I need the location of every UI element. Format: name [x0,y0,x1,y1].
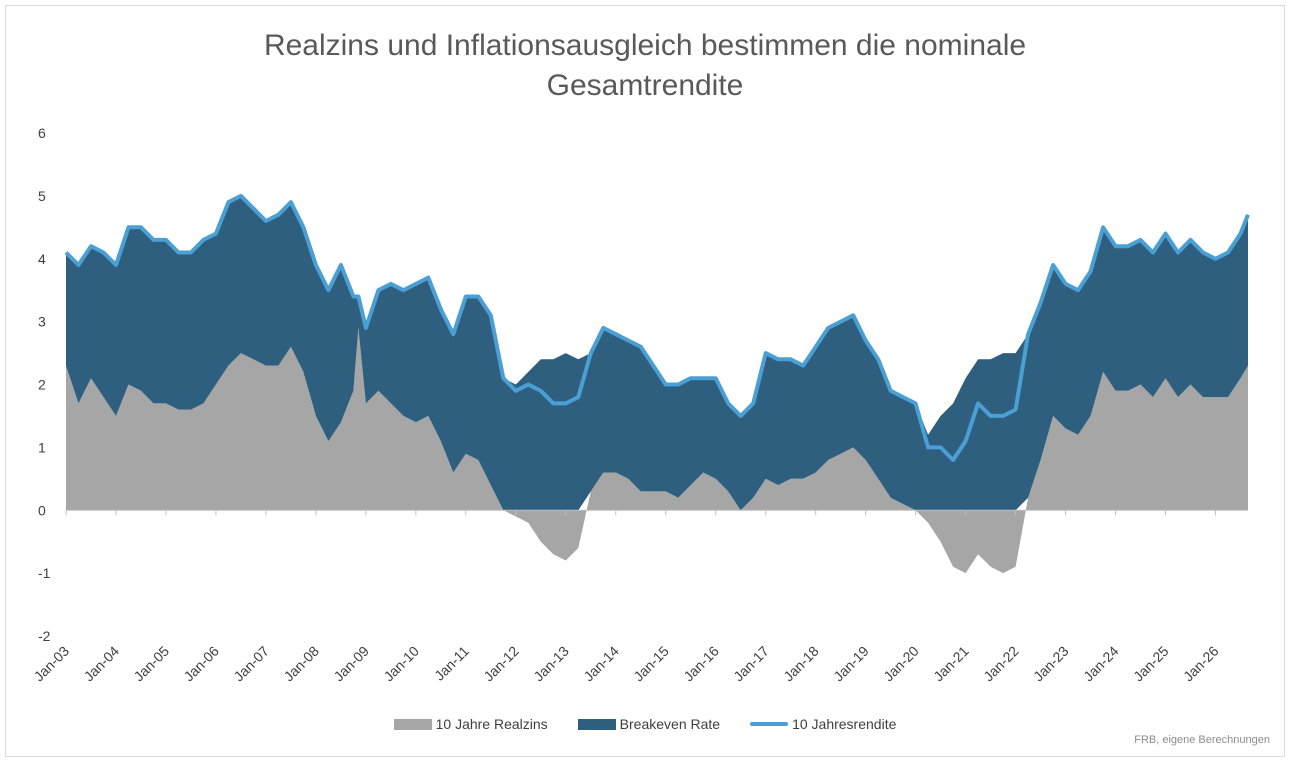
x-tick-label: Jan-16 [680,643,722,685]
x-tick-label: Jan-26 [1180,643,1222,685]
y-tick-label: 4 [38,251,46,267]
chart-title: Realzins und Inflationsausgleich bestimm… [0,26,1290,106]
x-tick-label: Jan-19 [830,643,872,685]
x-tick-label: Jan-13 [530,643,572,685]
x-tick-label: Jan-25 [1130,643,1172,685]
legend-label-realzins: 10 Jahre Realzins [435,716,548,732]
legend-swatch-realzins [393,718,432,730]
legend-item-rendite: 10 Jahresrendite [750,716,896,732]
x-tick-label: Jan-17 [730,643,772,685]
legend: 10 Jahre Realzins Breakeven Rate 10 Jahr… [0,716,1290,732]
chart-title-line-2: Gesamtrendite [546,69,744,102]
x-tick-label: Jan-14 [580,643,622,685]
x-tick-label: Jan-20 [880,643,922,685]
legend-swatch-rendite [750,722,789,726]
y-axis-ticks: -2 -1 0 1 2 3 4 5 6 [38,125,51,644]
x-tick-label: Jan-23 [1030,643,1072,685]
series-line-10-jahresrendite [64,193,1250,462]
x-tick-label: Jan-10 [380,643,422,685]
legend-swatch-breakeven [577,718,616,730]
legend-item-realzins: 10 Jahre Realzins [393,716,548,732]
y-tick-label: 2 [38,377,46,393]
x-axis: Jan-03 Jan-04 Jan-05 Jan-06 Jan-07 Jan-08 Jan-… [31,509,1248,685]
x-tick-label: Jan-12 [480,643,522,685]
y-tick-label: 3 [38,314,46,330]
y-tick-label: 0 [38,502,46,518]
x-tick-label: Jan-15 [630,643,672,685]
y-tick-label: -2 [38,628,51,644]
x-tick-label: Jan-09 [330,643,372,685]
x-tick-label: Jan-24 [1080,643,1122,685]
series-area-realzins [66,327,1248,574]
legend-item-breakeven: Breakeven Rate [577,716,721,732]
series-area-breakeven [66,195,1248,511]
x-tick-label: Jan-18 [780,643,822,685]
x-tick-label: Jan-04 [81,643,123,685]
x-tick-label: Jan-05 [130,643,172,685]
x-tick-label: Jan-08 [280,643,322,685]
legend-label-rendite: 10 Jahresrendite [792,716,897,732]
y-tick-label: -1 [38,565,51,581]
y-tick-label: 6 [38,125,46,141]
x-tick-label: Jan-06 [180,643,222,685]
x-tick-label: Jan-07 [230,643,272,685]
chart-title-line-1: Realzins und Inflationsausgleich bestimm… [263,29,1027,62]
source-note: FRB, eigene Berechnungen [1134,734,1270,746]
legend-label-breakeven: Breakeven Rate [619,716,721,732]
x-tick-label: Jan-11 [431,643,472,684]
y-tick-label: 1 [38,439,46,455]
series-layer [64,193,1250,574]
y-tick-label: 5 [38,188,46,204]
x-tick-label: Jan-22 [980,643,1022,685]
x-tick-label: Jan-03 [31,643,73,685]
x-tick-label: Jan-21 [930,643,972,685]
